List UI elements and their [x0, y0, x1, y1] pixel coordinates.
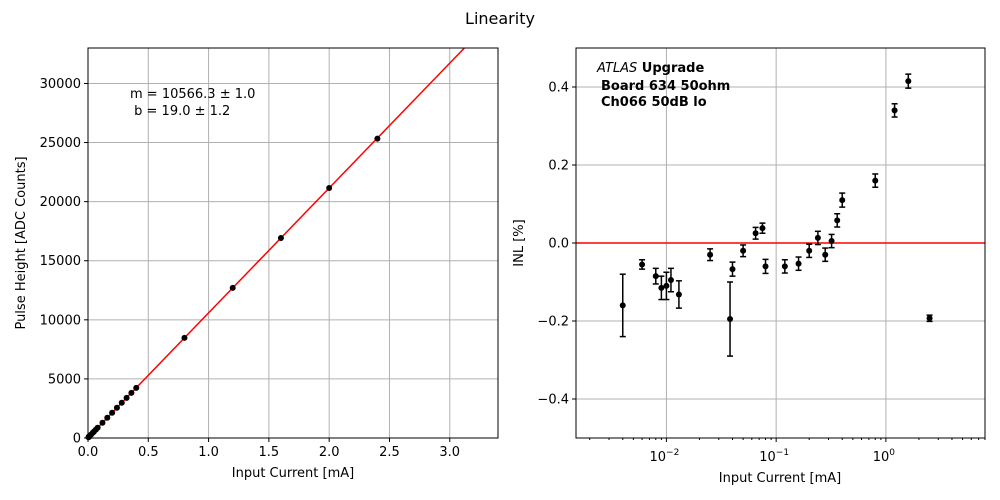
right-data-point — [759, 225, 766, 232]
fit-line — [87, 47, 465, 439]
right-data-point — [926, 315, 933, 322]
right-y-tick-label: 0.2 — [548, 159, 569, 174]
right-data-point — [839, 197, 846, 204]
fit-annotation-intercept: b = 19.0 ± 1.2 — [130, 104, 230, 119]
right-data-point — [806, 247, 813, 254]
left-data-point — [128, 389, 135, 396]
left-data-point — [104, 414, 111, 421]
left-x-ticks: 0.0 0.5 1.0 1.5 2.0 2.5 3.0 — [78, 438, 460, 460]
right-x-tick-label: 10−2 — [650, 448, 680, 465]
left-data-point — [133, 384, 140, 391]
fit-annotation-slope: m = 10566.3 ± 1.0 — [130, 87, 255, 102]
right-data-point — [834, 217, 841, 224]
left-fit-line — [87, 47, 465, 439]
right-data-point — [727, 316, 734, 323]
left-x-tick-label: 2.0 — [319, 445, 340, 460]
right-data-point — [822, 251, 829, 258]
left-y-tick-label: 15000 — [40, 254, 81, 269]
left-y-tick-label: 30000 — [40, 77, 81, 92]
right-x-ticks: 10−2 10−1 100 — [589, 438, 986, 465]
left-data-point — [326, 185, 333, 192]
right-data-point — [752, 230, 759, 237]
channel-label: Ch066 50dB lo — [601, 95, 707, 110]
left-x-tick-label: 0.5 — [138, 445, 159, 460]
left-x-tick-label: 1.0 — [198, 445, 219, 460]
right-data-point — [667, 277, 674, 284]
right-data-point — [707, 251, 714, 258]
left-data-point — [229, 284, 236, 291]
right-x-axis-label: Input Current [mA] — [719, 471, 841, 486]
right-y-ticks: −0.4 −0.2 0.0 0.2 0.4 — [537, 81, 576, 408]
left-data-point — [118, 399, 125, 406]
right-x-tick-exponent: −2 — [666, 448, 679, 458]
right-data-point — [891, 107, 898, 114]
right-x-tick-exponent: 0 — [889, 448, 895, 458]
right-data-point — [740, 247, 747, 254]
left-plot: 0.0 0.5 1.0 1.5 2.0 2.5 3.0 0 5000 10000 15000 200… — [14, 47, 499, 481]
left-data-point — [113, 404, 120, 411]
right-x-tick-label: 10−1 — [759, 448, 789, 465]
left-data-point — [181, 334, 188, 341]
right-data-point — [762, 263, 769, 270]
left-x-tick-label: 2.5 — [379, 445, 400, 460]
left-data-point — [99, 419, 106, 426]
right-data-point — [652, 273, 659, 280]
left-x-tick-label: 1.5 — [259, 445, 280, 460]
right-data-points — [619, 73, 933, 357]
right-data-point — [658, 284, 665, 291]
right-data-point — [872, 177, 879, 184]
right-data-point — [905, 78, 912, 85]
left-x-tick-label: 3.0 — [439, 445, 460, 460]
atlas-label: ATLAS Upgrade — [596, 61, 704, 76]
atlas-upgrade: Upgrade — [637, 61, 704, 76]
right-data-point — [828, 238, 835, 245]
chart-suptitle: Linearity — [465, 9, 535, 28]
left-y-tick-label: 0 — [73, 432, 81, 447]
right-x-tick-label: 100 — [873, 448, 896, 465]
left-x-axis-label: Input Current [mA] — [232, 466, 354, 481]
left-plot-frame — [87, 47, 499, 439]
right-data-point — [619, 302, 626, 309]
right-y-tick-label: 0.4 — [548, 81, 569, 96]
right-data-point — [675, 291, 682, 298]
right-data-point — [781, 263, 788, 270]
right-data-point — [729, 266, 736, 273]
left-y-tick-label: 5000 — [48, 372, 81, 387]
right-data-point — [795, 260, 802, 267]
left-data-point — [374, 135, 381, 142]
right-y-tick-label: −0.4 — [537, 393, 569, 408]
left-y-tick-label: 25000 — [40, 136, 81, 151]
right-y-axis-label: INL [%] — [512, 219, 527, 266]
left-data-point — [123, 394, 130, 401]
left-x-tick-label: 0.0 — [78, 445, 99, 460]
right-x-tick-exponent: −1 — [776, 448, 789, 458]
right-data-point — [814, 234, 821, 241]
right-y-tick-label: −0.2 — [537, 315, 569, 330]
left-data-point — [94, 424, 101, 431]
atlas-italic: ATLAS — [596, 61, 637, 76]
right-y-tick-label: 0.0 — [548, 237, 569, 252]
right-data-point — [663, 282, 670, 289]
left-y-ticks: 0 5000 10000 15000 20000 25000 30000 — [40, 77, 88, 447]
right-plot: 10−2 10−1 100 −0.4 −0.2 0.0 0.2 0.4 Input Curr… — [512, 47, 986, 486]
left-data-point — [109, 409, 116, 416]
left-data-point — [277, 234, 284, 241]
left-y-tick-label: 10000 — [40, 313, 81, 328]
board-label: Board 634 50ohm — [601, 79, 730, 94]
right-data-point — [639, 261, 646, 268]
left-y-axis-label: Pulse Height [ADC Counts] — [14, 156, 29, 329]
left-y-tick-label: 20000 — [40, 195, 81, 210]
